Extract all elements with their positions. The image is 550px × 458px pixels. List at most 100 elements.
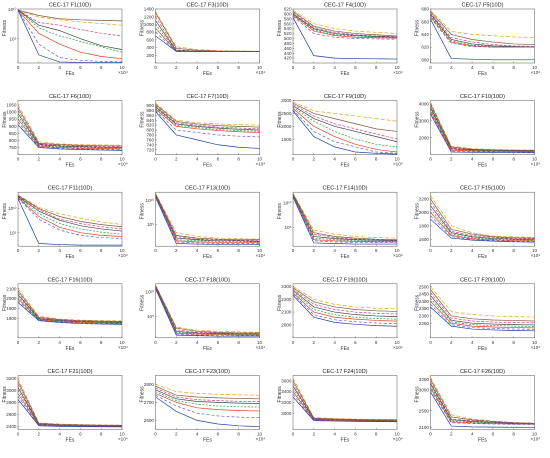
y-tick-label: 520	[284, 31, 292, 36]
series-line	[293, 194, 397, 241]
series-line	[18, 302, 122, 325]
y-tick-label: 900	[9, 124, 17, 129]
x-tick-label: 6	[217, 248, 220, 253]
x-tick-label: 0	[429, 65, 432, 70]
series-line	[293, 109, 397, 154]
series-line	[430, 379, 535, 424]
x-tick-label: 2	[38, 157, 41, 162]
series-line	[155, 195, 260, 243]
y-tick-label: 2500	[419, 284, 430, 289]
x-tick-label: 6	[492, 65, 495, 70]
series-line	[18, 9, 122, 63]
x-tick-label: 4	[58, 248, 61, 253]
series-line	[155, 193, 260, 240]
y-tick-label: 950	[9, 117, 17, 122]
x-tick-label: 0	[429, 431, 432, 436]
plot-frame	[155, 100, 260, 155]
series-line	[430, 286, 535, 318]
series-line	[293, 195, 397, 242]
x-tick-label: 8	[100, 431, 103, 436]
y-tick-label: 600	[146, 37, 154, 42]
series-line	[18, 107, 122, 147]
series-line	[155, 387, 260, 403]
plot-frame	[292, 283, 398, 339]
subplot: CEC-17 F5(10D) 0 2 4 6 8 10×10⁴ FEs 600 620 640 660…	[415, 3, 541, 78]
series-line	[155, 284, 260, 333]
x-tick-label: 0	[429, 340, 432, 345]
x-tick-label: 4	[196, 340, 199, 345]
plot-frame	[17, 375, 123, 430]
subplot: CEC-17 F7(10D) 0 2 4 6 8 10×10⁴ FEs 720740760780…	[140, 94, 266, 169]
y-tick-label: 2600	[6, 412, 17, 417]
series-line	[430, 295, 535, 326]
x-tick-label: 4	[471, 65, 474, 70]
x-tick-label: 10	[257, 248, 263, 253]
series-line	[293, 193, 397, 239]
series-line	[293, 193, 397, 241]
y-tick-label: 10¹⁰	[8, 206, 17, 211]
x-tick-label: 8	[375, 248, 378, 253]
y-tick-label: 440	[284, 51, 292, 56]
y-tick-label: 200	[146, 53, 154, 58]
x-tick-label: 0	[154, 248, 157, 253]
series-line	[430, 205, 535, 240]
y-tick-label: 750	[9, 145, 17, 150]
y-tick-label: 2100	[281, 310, 292, 315]
series-line	[155, 391, 260, 408]
series-line	[155, 396, 260, 428]
chart-title: CEC-17 F1(10D)	[49, 3, 91, 9]
x-exponent-label: ×10⁴	[256, 345, 266, 350]
x-tick-label: 2	[313, 431, 316, 436]
x-exponent-label: ×10⁴	[531, 70, 541, 75]
x-axis-label: FEs	[341, 254, 350, 260]
series-line	[430, 387, 535, 425]
series-line	[293, 195, 397, 243]
x-exponent-label: ×10⁴	[531, 436, 541, 441]
series-line	[155, 10, 260, 52]
y-tick-label: 10¹⁰	[283, 201, 292, 206]
series-line	[293, 102, 397, 132]
series-line	[293, 293, 397, 325]
x-axis-label: FEs	[66, 254, 75, 260]
y-tick-label: 10¹⁰	[146, 290, 155, 295]
series-line	[293, 286, 397, 310]
x-axis-label: FEs	[203, 163, 212, 169]
series-line	[155, 102, 260, 126]
y-axis-label: Fitness	[277, 19, 283, 36]
subplot: CEC-17 F10(10D) 0 2 4 6 8 10×10⁴ FEs 2000 3000 400…	[415, 94, 541, 169]
y-tick-label: 2250	[419, 321, 430, 326]
x-tick-label: 2	[313, 248, 316, 253]
series-line	[18, 9, 122, 60]
series-line	[18, 194, 122, 225]
series-line	[293, 394, 397, 422]
x-tick-label: 10	[257, 157, 263, 162]
x-axis-label: FEs	[203, 346, 212, 352]
y-tick-label: 640	[421, 32, 429, 37]
x-tick-label: 0	[154, 65, 157, 70]
x-tick-label: 2	[313, 157, 316, 162]
y-tick-label: 800	[146, 30, 154, 35]
series-line	[18, 104, 122, 146]
series-line	[430, 112, 535, 153]
chart-title: CEC-17 F24(10D)	[322, 369, 367, 375]
y-tick-label: 880	[146, 108, 154, 113]
x-tick-label: 10	[532, 248, 538, 253]
x-tick-label: 10	[532, 157, 538, 162]
series-line	[430, 381, 535, 424]
x-tick-label: 4	[333, 65, 336, 70]
series-line	[293, 194, 397, 242]
series-line	[155, 385, 260, 400]
y-tick-label: 860	[146, 113, 154, 118]
series-line	[293, 396, 397, 423]
x-tick-label: 4	[196, 431, 199, 436]
x-tick-label: 2	[450, 431, 453, 436]
y-tick-label: 1000	[6, 110, 17, 115]
y-tick-label: 2200	[419, 197, 430, 202]
x-tick-label: 8	[512, 340, 515, 345]
chart-title: CEC-17 F23(10D)	[185, 369, 230, 375]
x-tick-label: 8	[512, 157, 515, 162]
series-line	[293, 295, 397, 327]
series-line	[293, 11, 397, 37]
x-tick-label: 10	[119, 65, 125, 70]
subplot: CEC-17 F24(10D) 0 2 4 6 8 10×10⁴ FEs 3000 3200 340…	[277, 369, 403, 444]
